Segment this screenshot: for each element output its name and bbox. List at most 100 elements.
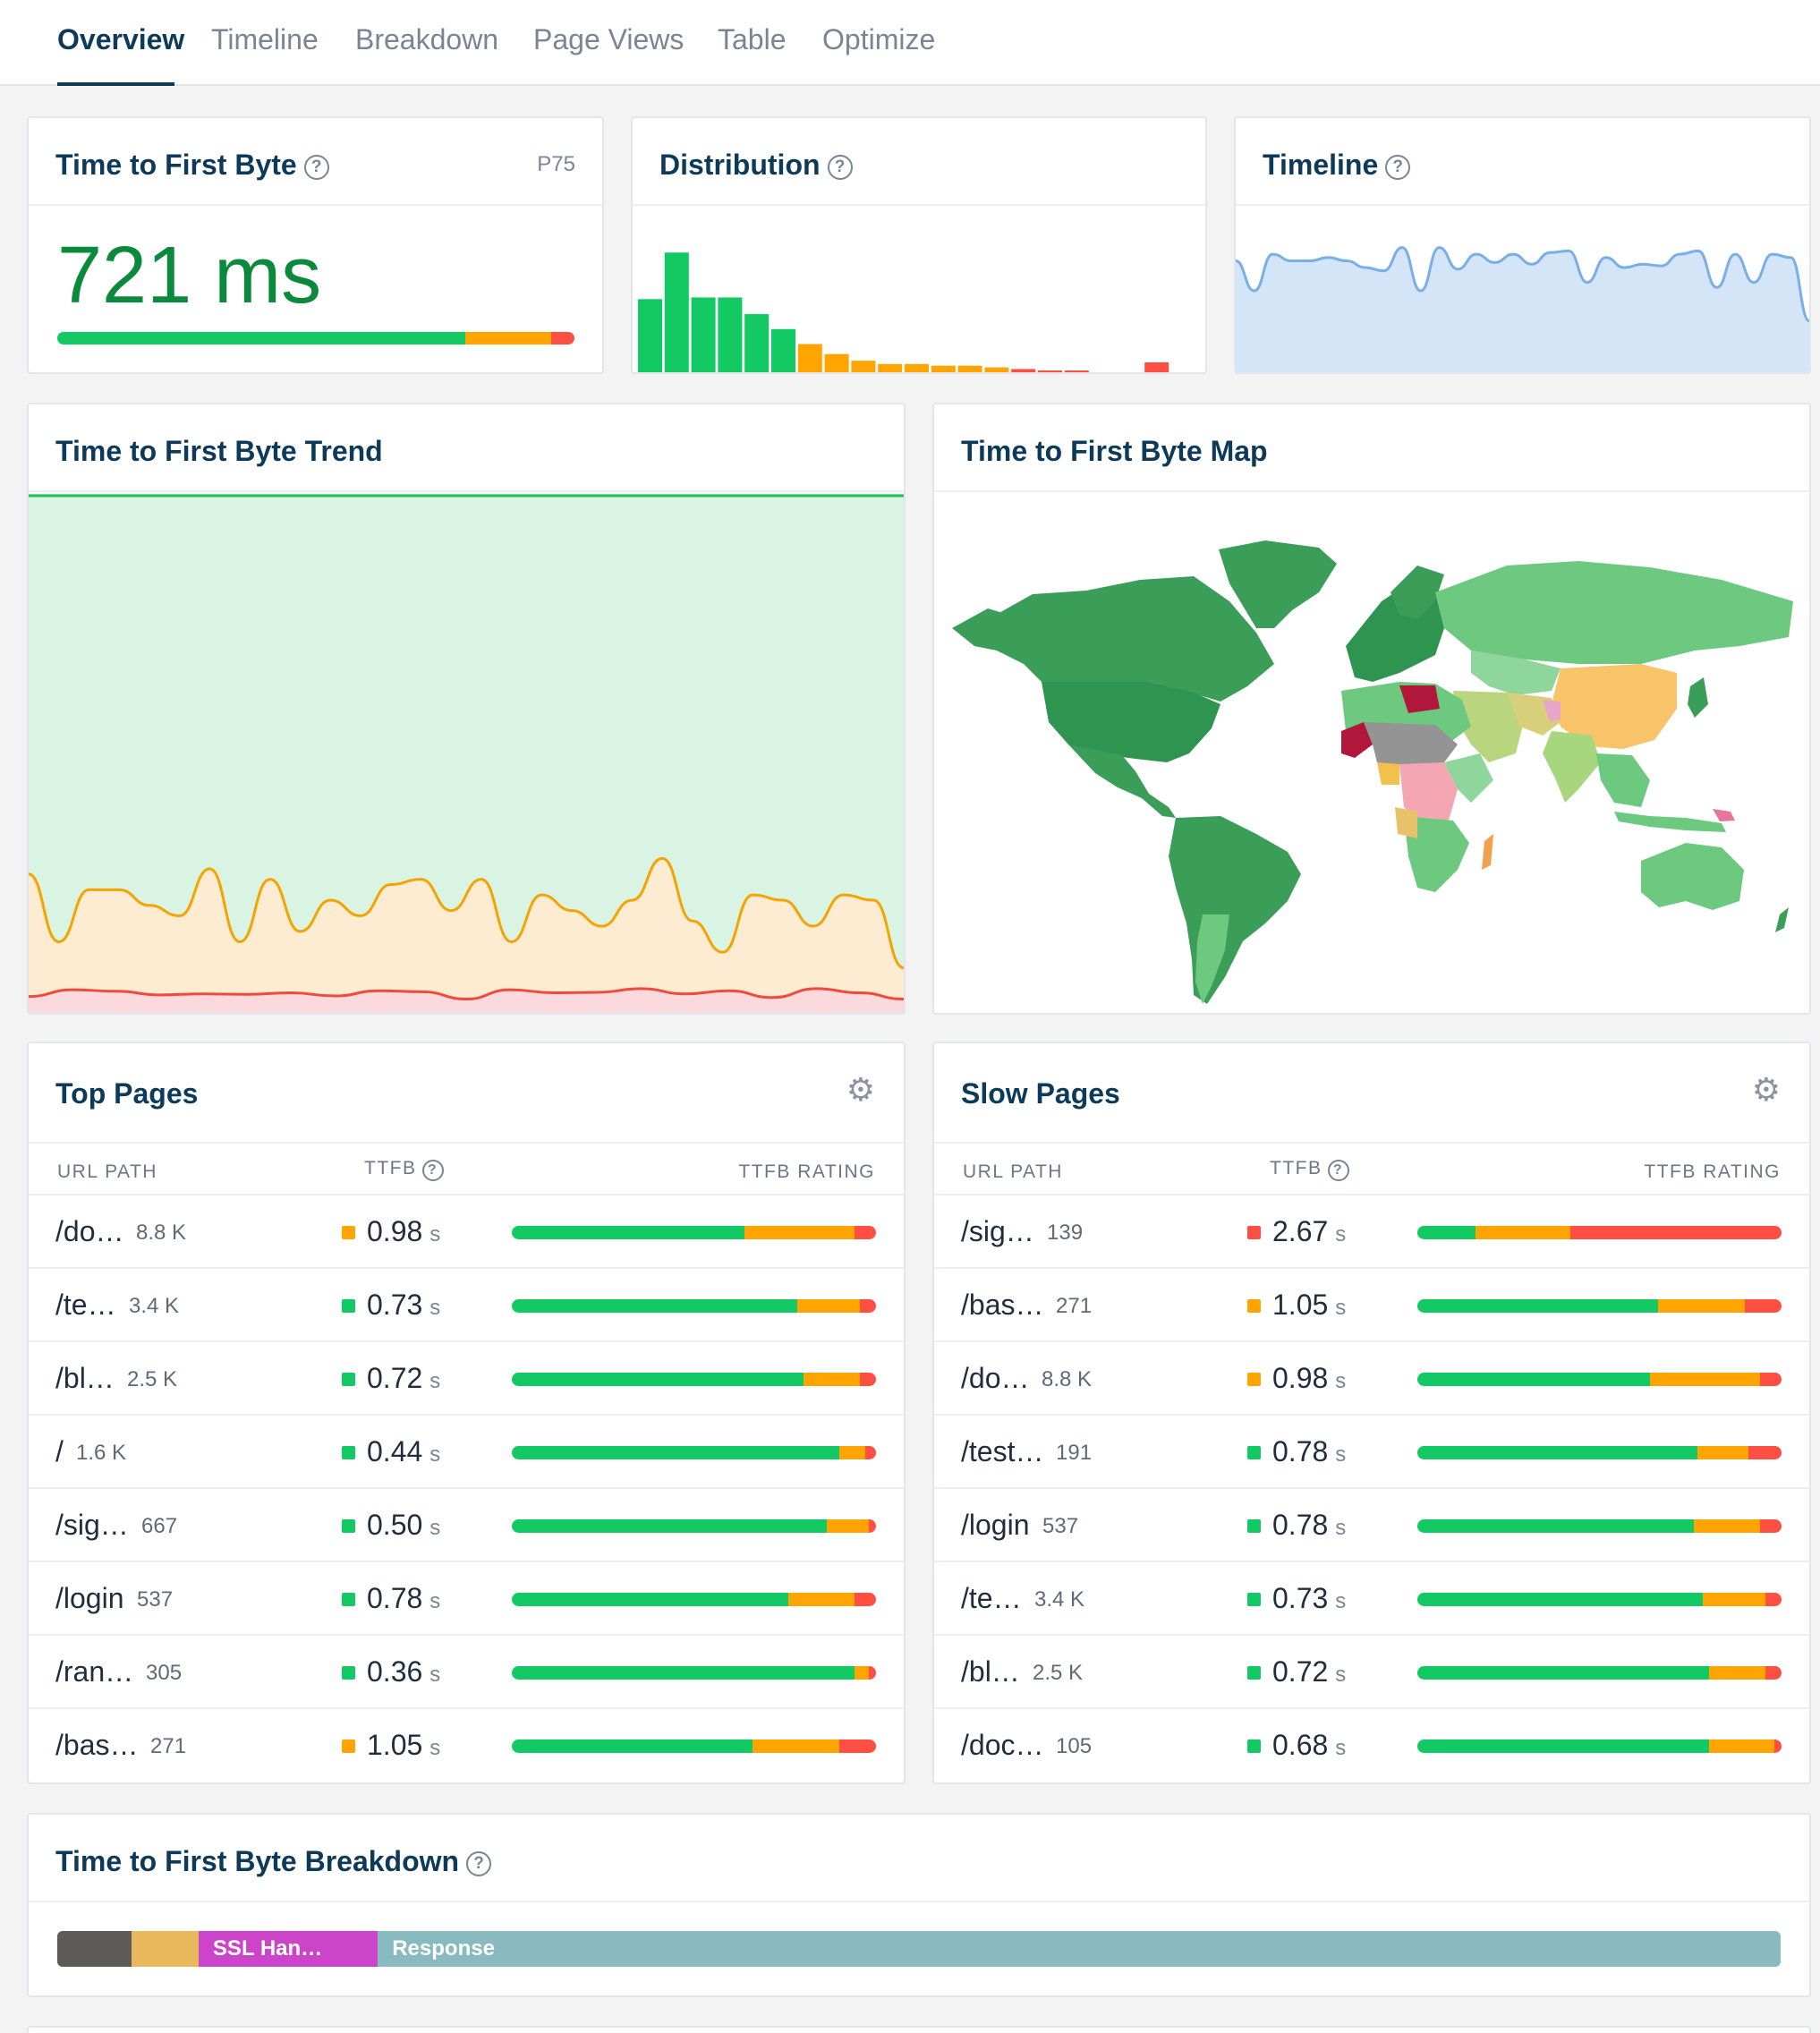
col-header-ttfb[interactable]: TTFB? bbox=[364, 1158, 444, 1181]
map-region-papua[interactable] bbox=[1713, 809, 1735, 821]
help-icon[interactable]: ? bbox=[827, 155, 853, 180]
table-row[interactable]: /do… 8.8 K 0.98 s bbox=[934, 1340, 1809, 1414]
col-header-rating[interactable]: TTFB RATING bbox=[738, 1161, 875, 1182]
table-row[interactable]: / 1.6 K 0.44 s bbox=[29, 1414, 904, 1487]
histogram-bar[interactable] bbox=[664, 252, 689, 374]
rating-bar[interactable] bbox=[1417, 1299, 1782, 1313]
map-region-afghanistan[interactable] bbox=[1543, 700, 1561, 722]
map-region-new-zealand[interactable] bbox=[1775, 907, 1789, 932]
histogram-bar[interactable] bbox=[718, 297, 743, 374]
histogram-bar[interactable] bbox=[1064, 370, 1089, 374]
histogram-bar[interactable] bbox=[1011, 369, 1036, 374]
rating-bar[interactable] bbox=[1417, 1593, 1782, 1606]
table-row[interactable]: /bl… 2.5 K 0.72 s bbox=[29, 1340, 904, 1414]
histogram-bar[interactable] bbox=[744, 314, 770, 374]
table-row[interactable]: /login 537 0.78 s bbox=[29, 1561, 904, 1634]
url-path[interactable]: /bas… bbox=[55, 1729, 139, 1761]
url-path[interactable]: /do… bbox=[55, 1215, 124, 1247]
map-region-angola[interactable] bbox=[1395, 807, 1417, 838]
map-region-madagascar[interactable] bbox=[1482, 834, 1493, 870]
help-icon[interactable]: ? bbox=[1385, 155, 1411, 180]
map-region-libya[interactable] bbox=[1399, 685, 1440, 713]
rating-bar[interactable] bbox=[1417, 1226, 1782, 1239]
help-icon[interactable]: ? bbox=[303, 155, 329, 180]
poor-line[interactable] bbox=[29, 987, 904, 1001]
table-row[interactable]: /bl… 2.5 K 0.72 s bbox=[934, 1634, 1809, 1707]
map-region-east-africa[interactable] bbox=[1444, 753, 1493, 803]
map-region-west-africa[interactable] bbox=[1341, 722, 1373, 758]
map-region-scandinavia[interactable] bbox=[1391, 566, 1444, 619]
table-row[interactable]: /login 537 0.78 s bbox=[934, 1487, 1809, 1561]
url-path[interactable]: /bl… bbox=[961, 1655, 1020, 1688]
url-path[interactable]: /sig… bbox=[961, 1215, 1034, 1247]
histogram-bar[interactable] bbox=[931, 365, 956, 374]
histogram-bar[interactable] bbox=[957, 365, 982, 374]
help-icon[interactable]: ? bbox=[1327, 1160, 1349, 1181]
rating-bar[interactable] bbox=[512, 1666, 876, 1680]
histogram-bar[interactable] bbox=[824, 353, 849, 374]
histogram-bar[interactable] bbox=[771, 328, 795, 374]
url-path[interactable]: / bbox=[55, 1435, 64, 1467]
col-header-rating[interactable]: TTFB RATING bbox=[1644, 1161, 1781, 1182]
table-row[interactable]: /test… 191 0.78 s bbox=[934, 1414, 1809, 1487]
tab-timeline[interactable]: Timeline bbox=[211, 23, 319, 55]
map-region-canada[interactable] bbox=[988, 576, 1274, 702]
histogram-bar[interactable] bbox=[691, 297, 716, 374]
url-path[interactable]: /test… bbox=[961, 1435, 1044, 1467]
table-row[interactable]: /bas… 271 1.05 s bbox=[29, 1707, 904, 1781]
map-region-greenland[interactable] bbox=[1219, 540, 1337, 628]
tab-optimize[interactable]: Optimize bbox=[822, 23, 936, 55]
rating-bar[interactable] bbox=[1417, 1740, 1782, 1753]
rating-bar[interactable] bbox=[1417, 1666, 1782, 1680]
url-path[interactable]: /login bbox=[55, 1582, 124, 1614]
map-region-indonesia[interactable] bbox=[1614, 812, 1726, 832]
url-path[interactable]: /te… bbox=[55, 1289, 116, 1321]
histogram-bar[interactable] bbox=[878, 363, 903, 374]
map-region-usa[interactable] bbox=[1042, 682, 1220, 762]
rating-bar[interactable] bbox=[512, 1299, 876, 1313]
settings-gear-icon[interactable]: ⚙ bbox=[846, 1071, 875, 1108]
table-row[interactable]: /sig… 139 2.67 s bbox=[934, 1194, 1809, 1267]
map-region-central-africa[interactable] bbox=[1399, 762, 1458, 825]
map-region-india[interactable] bbox=[1543, 731, 1601, 803]
map-region-russia[interactable] bbox=[1435, 561, 1793, 664]
map-region-china[interactable] bbox=[1552, 664, 1677, 749]
table-row[interactable]: /doc… 105 0.68 s bbox=[934, 1707, 1809, 1781]
rating-bar[interactable] bbox=[512, 1446, 876, 1459]
help-icon[interactable]: ? bbox=[466, 1851, 492, 1876]
col-header-url[interactable]: URL PATH bbox=[963, 1161, 1063, 1182]
table-row[interactable]: /te… 3.4 K 0.73 s bbox=[29, 1267, 904, 1340]
table-row[interactable]: /do… 8.8 K 0.98 s bbox=[29, 1194, 904, 1267]
histogram-bar[interactable] bbox=[797, 344, 822, 374]
url-path[interactable]: /te… bbox=[961, 1582, 1022, 1614]
breakdown-segment[interactable] bbox=[131, 1931, 199, 1967]
world-map[interactable] bbox=[934, 494, 1809, 1015]
map-region-australia[interactable] bbox=[1641, 843, 1744, 910]
map-region-south-america[interactable] bbox=[1169, 816, 1301, 1004]
table-row[interactable]: /sig… 667 0.50 s bbox=[29, 1487, 904, 1561]
rating-bar[interactable] bbox=[512, 1593, 876, 1606]
breakdown-segment[interactable]: Response81% bbox=[378, 1931, 1781, 1967]
histogram-bar[interactable] bbox=[1092, 372, 1116, 374]
map-region-southern-africa[interactable] bbox=[1404, 816, 1469, 892]
help-icon[interactable]: ? bbox=[421, 1160, 444, 1181]
url-path[interactable]: /bl… bbox=[55, 1362, 115, 1394]
settings-gear-icon[interactable]: ⚙ bbox=[1751, 1071, 1781, 1108]
rating-bar[interactable] bbox=[512, 1519, 876, 1533]
url-path[interactable]: /login bbox=[961, 1509, 1030, 1541]
url-path[interactable]: /bas… bbox=[961, 1289, 1044, 1321]
url-path[interactable]: /doc… bbox=[961, 1729, 1044, 1761]
p75-line[interactable] bbox=[29, 856, 904, 970]
url-path[interactable]: /ran… bbox=[55, 1655, 134, 1688]
rating-bar[interactable] bbox=[1417, 1446, 1782, 1459]
histogram-bar[interactable] bbox=[638, 299, 662, 374]
map-region-mexico[interactable] bbox=[1068, 744, 1176, 818]
tab-page-views[interactable]: Page Views bbox=[533, 23, 685, 55]
rating-bar[interactable] bbox=[1417, 1519, 1782, 1533]
rating-bar[interactable] bbox=[512, 1373, 876, 1386]
breakdown-segment[interactable]: SSL Han…10% bbox=[198, 1931, 378, 1967]
histogram-bar[interactable] bbox=[1118, 372, 1142, 374]
histogram-bar[interactable] bbox=[851, 361, 876, 374]
table-row[interactable]: /ran… 305 0.36 s bbox=[29, 1634, 904, 1707]
map-region-central-asia[interactable] bbox=[1471, 651, 1561, 695]
